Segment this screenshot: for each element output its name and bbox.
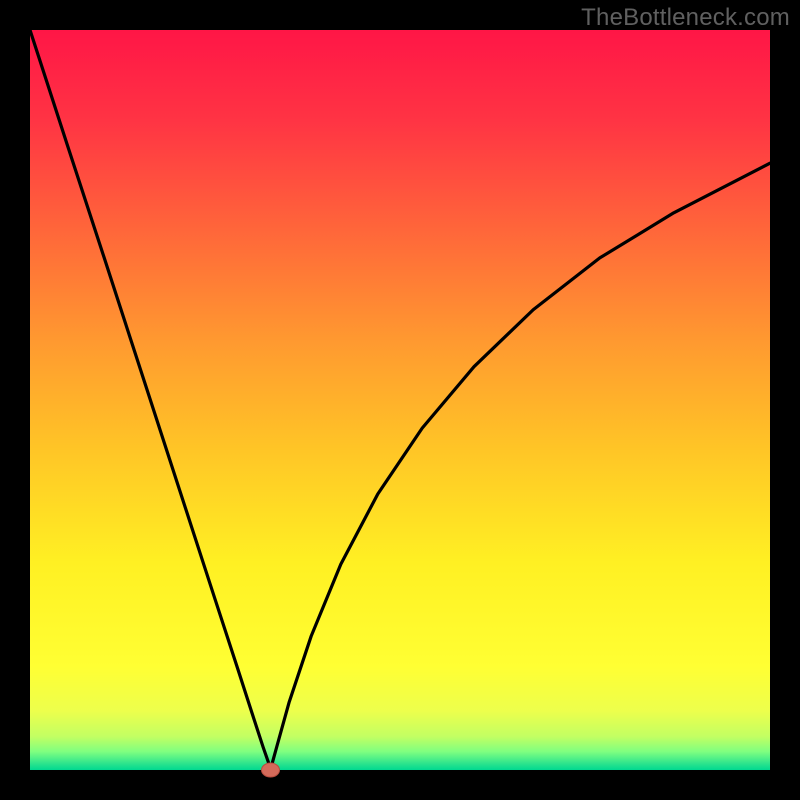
plot-gradient-background — [30, 30, 770, 770]
watermark-text: TheBottleneck.com — [581, 4, 790, 32]
chart-container: TheBottleneck.com — [0, 0, 800, 800]
bottleneck-chart — [0, 0, 800, 800]
minimum-marker — [262, 763, 280, 777]
